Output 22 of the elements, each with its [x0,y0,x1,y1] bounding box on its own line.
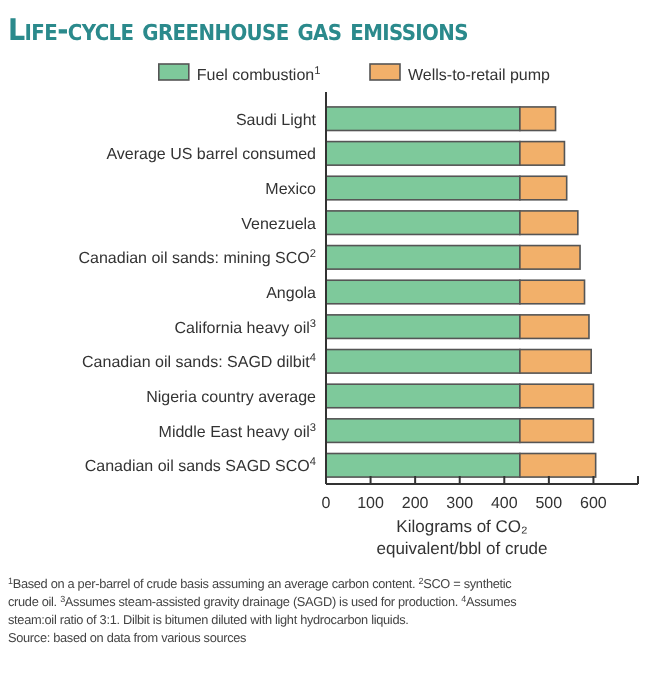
x-tick-label: 500 [535,494,564,512]
x-tick-label: 300 [446,494,475,512]
legend-label: Wells-to-retail pump [408,66,552,84]
y-tick-label: Mexico [265,180,318,199]
x-tick-label: 600 [580,494,608,512]
y-tick-label: Saudi Light [235,110,318,129]
legend-label: Fuel combustion$^{1}$ [196,66,321,84]
y-tick-label: Angola [266,284,318,302]
chart-title: Life-cycle greenhouse gas emissions [8,12,469,48]
x-tick-label: 100 [357,494,386,512]
y-tick-label: Middle East heavy oil$^{3}$ [158,422,316,441]
x-tick-label: 200 [401,494,430,512]
y-tick-label: Canadian oil sands: mining SCO$^{2}$ [78,249,316,268]
y-tick-label: Canadian oil sands: SAGD dilbit$^{4}$ [82,353,316,372]
y-tick-label: Canadian oil sands SAGD SCO$^{4}$ [84,457,316,476]
y-tick-label: Nigeria country average [146,387,318,406]
y-tick-label: Venezuela [241,214,318,233]
x-axis-title: Kilograms of CO₂ equivalent/bbl of crude [376,516,549,558]
y-tick-label: California heavy oil$^{3}$ [174,318,316,337]
x-tick-label: 400 [490,494,519,512]
x-tick-label: 0 [321,494,332,512]
y-tick-label: Average US barrel consumed [106,145,316,164]
